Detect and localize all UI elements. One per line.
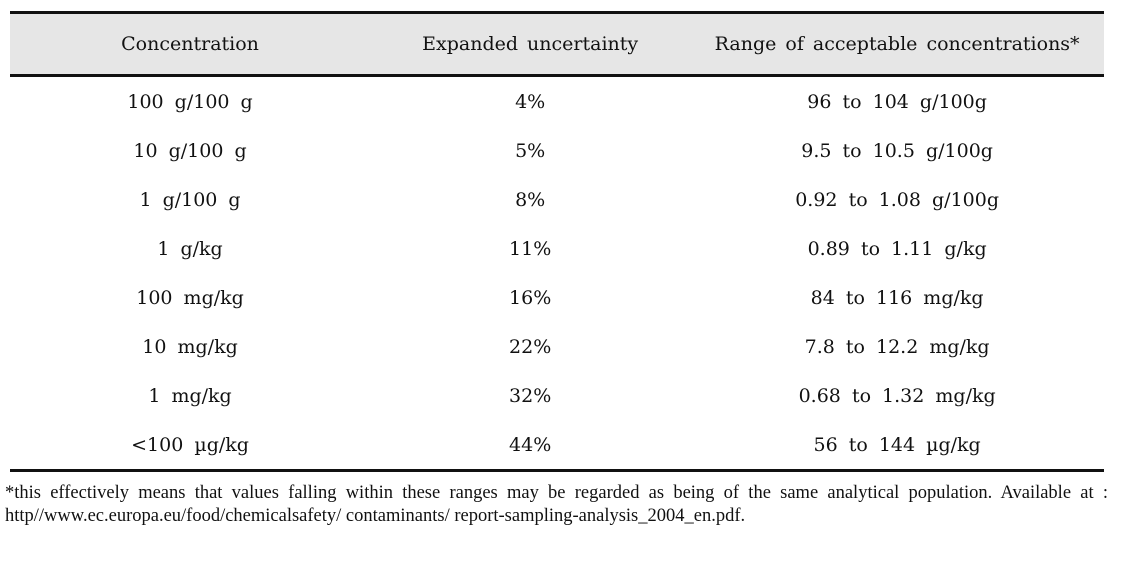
table-cell: 10 mg/kg [142, 335, 238, 358]
table-cell: 22% [509, 335, 552, 358]
table-row: <100 µg/kg 44% 56 to 144 µg/kg [10, 420, 1104, 471]
table-cell: 7.8 to 12.2 mg/kg [804, 335, 990, 358]
table-cell: 0.92 to 1.08 g/100g [795, 188, 1000, 211]
table-cell: 8% [515, 188, 546, 211]
table-cell: 100 g/100 g [127, 90, 253, 113]
table-cell: 0.68 to 1.32 mg/kg [798, 384, 996, 407]
table-row: 100 g/100 g 4% 96 to 104 g/100g [10, 76, 1104, 127]
header-cell: Range of acceptable concentrations* [714, 33, 1080, 55]
table-cell: <100 µg/kg [131, 433, 249, 456]
table-cell: 4% [515, 90, 546, 113]
table-cell: 11% [509, 237, 552, 260]
table-cell: 32% [509, 384, 552, 407]
table-cell: 84 to 116 mg/kg [810, 286, 984, 309]
table-cell: 10 g/100 g [133, 139, 247, 162]
table-cell: 1 g/kg [157, 237, 223, 260]
footnote: *this effectively means that values fall… [5, 483, 1108, 526]
table-row: 1 mg/kg 32% 0.68 to 1.32 mg/kg [10, 371, 1104, 420]
table-row: 10 mg/kg 22% 7.8 to 12.2 mg/kg [10, 322, 1104, 371]
header-cell: Concentration [121, 33, 259, 55]
table-row: 10 g/100 g 5% 9.5 to 10.5 g/100g [10, 126, 1104, 175]
table-row: 100 mg/kg 16% 84 to 116 mg/kg [10, 273, 1104, 322]
table-cell: 1 g/100 g [139, 188, 241, 211]
header-cell: Expanded uncertainty [422, 33, 639, 55]
table-cell: 9.5 to 10.5 g/100g [801, 139, 993, 162]
table-cell: 0.89 to 1.11 g/kg [807, 237, 987, 260]
table-cell: 100 mg/kg [136, 286, 244, 309]
table-cell: 16% [509, 286, 552, 309]
table-row: 1 g/kg 11% 0.89 to 1.11 g/kg [10, 224, 1104, 273]
table-cell: 56 to 144 µg/kg [813, 433, 981, 456]
header-row: Concentration Expanded uncertainty Range… [10, 12, 1104, 76]
table-cell: 1 mg/kg [148, 384, 232, 407]
table-cell: 44% [509, 433, 552, 456]
table-cell: 5% [515, 139, 546, 162]
data-table: Concentration Expanded uncertainty Range… [10, 11, 1104, 472]
table-cell: 96 to 104 g/100g [807, 90, 987, 113]
table-row: 1 g/100 g 8% 0.92 to 1.08 g/100g [10, 175, 1104, 224]
table-body: 100 g/100 g 4% 96 to 104 g/100g 10 g/100 g 5… [10, 76, 1104, 471]
